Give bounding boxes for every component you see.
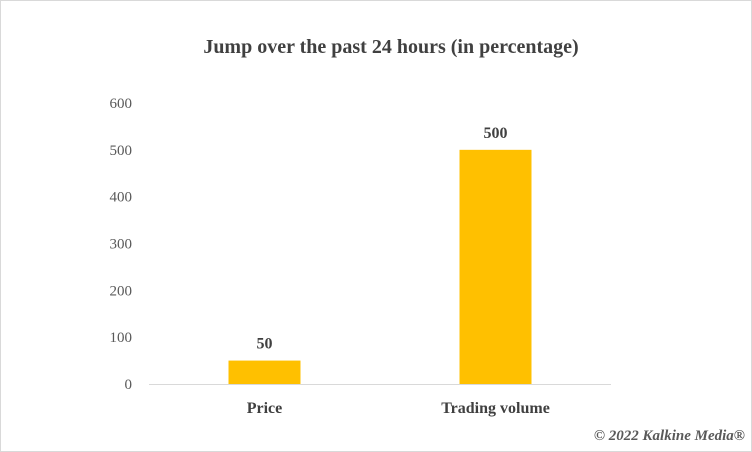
bar-1 [459,149,532,384]
data-label-1: 500 [484,125,508,142]
chart-title: Jump over the past 24 hours (in percenta… [203,36,578,58]
y-tick-label-2: 200 [110,283,133,299]
y-tick-label-5: 500 [110,143,133,159]
y-axis-ticks: 0 100 200 300 400 500 600 [110,96,133,393]
category-label-1: Trading volume [441,400,550,417]
bar-0 [228,360,301,384]
data-labels: 50 500 [257,125,508,353]
y-tick-label-1: 100 [110,330,133,346]
y-tick-label-4: 400 [110,190,133,206]
bars [228,149,532,384]
category-labels: Price Trading volume [247,400,550,417]
y-tick-label-3: 300 [110,237,133,253]
category-label-0: Price [247,400,283,417]
y-tick-label-6: 600 [110,96,133,112]
y-tick-label-0: 0 [125,377,133,393]
data-label-0: 50 [257,336,273,353]
copyright-watermark: © 2022 Kalkine Media® [593,428,745,444]
